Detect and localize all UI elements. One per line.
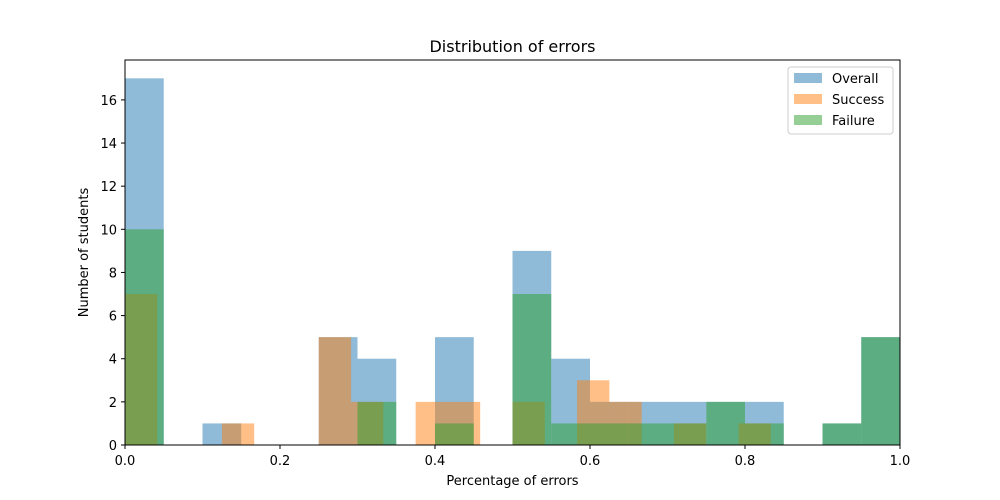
bar-failure-9: [861, 337, 900, 445]
x-tick-label: 0.2: [270, 454, 291, 469]
legend-swatch-overall: [794, 73, 822, 83]
x-tick-label: 0.6: [580, 454, 601, 469]
bar-failure-2: [435, 423, 474, 445]
y-tick-label: 0: [109, 439, 117, 454]
y-tick-label: 16: [100, 94, 117, 109]
y-tick-label: 2: [109, 396, 117, 411]
chart-title: Distribution of errors: [429, 37, 595, 56]
y-tick-label: 4: [109, 353, 117, 368]
x-tick-label: 0.8: [735, 454, 756, 469]
x-tick-label: 0.4: [425, 454, 446, 469]
legend-label-success: Success: [832, 93, 885, 108]
legend-swatch-success: [794, 94, 822, 104]
bar-overall-1: [203, 423, 222, 445]
bar-failure-8: [823, 423, 862, 445]
y-tick-label: 8: [109, 266, 117, 281]
bar-failure-5: [629, 423, 707, 445]
legend: Overall Success Failure: [788, 67, 893, 134]
y-axis-label: Number of students: [77, 188, 92, 318]
bar-failure-6: [706, 402, 745, 445]
bar-failure-3: [513, 294, 552, 445]
bar-failure-0: [125, 229, 164, 445]
bar-failure-1: [358, 402, 397, 445]
x-tick-label: 1.0: [890, 454, 911, 469]
y-tick-label: 6: [109, 310, 117, 325]
bar-failure-7: [745, 423, 784, 445]
bar-success-1: [222, 423, 254, 445]
legend-label-failure: Failure: [832, 114, 875, 129]
y-tick-label: 10: [100, 223, 117, 238]
bar-success-2: [319, 337, 351, 445]
x-axis-label: Percentage of errors: [446, 474, 578, 489]
bar-failure-4: [551, 423, 629, 445]
y-tick-label: 14: [100, 137, 117, 152]
legend-label-overall: Overall: [832, 72, 878, 87]
y-tick-label: 12: [100, 180, 117, 195]
x-tick-label: 0.0: [115, 454, 136, 469]
legend-swatch-failure: [794, 115, 822, 125]
